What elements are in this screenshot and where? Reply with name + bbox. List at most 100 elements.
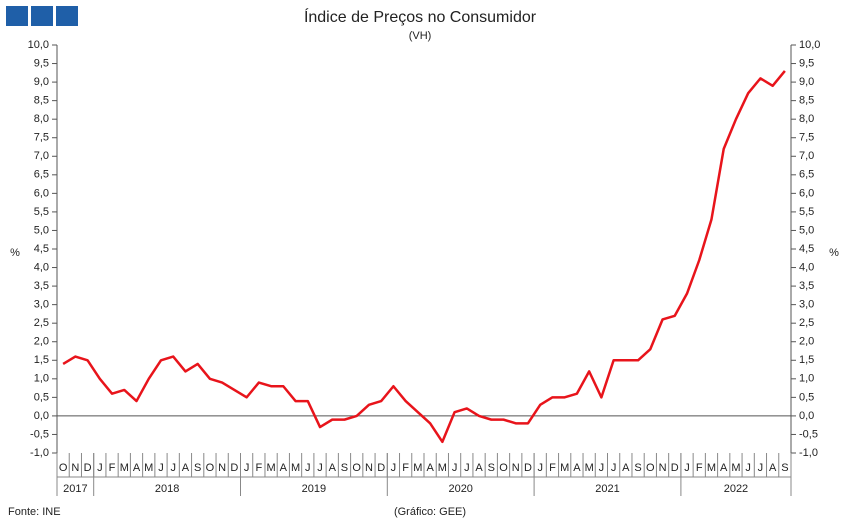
year-label: 2021 bbox=[595, 483, 619, 495]
x-tick-label: J bbox=[170, 462, 176, 474]
x-tick-label: S bbox=[488, 462, 495, 474]
x-tick-label: D bbox=[524, 462, 532, 474]
y-tick-label: 7,5 bbox=[34, 132, 49, 144]
x-tick-label: A bbox=[426, 462, 434, 474]
y-tick-label: 3,5 bbox=[34, 280, 49, 292]
y2-tick-label: -0,5 bbox=[799, 428, 818, 440]
y2-axis-label: % bbox=[829, 247, 839, 259]
x-tick-label: F bbox=[109, 462, 116, 474]
x-tick-label: J bbox=[391, 462, 397, 474]
x-tick-label: J bbox=[317, 462, 323, 474]
y-tick-label: -1,0 bbox=[30, 447, 49, 459]
x-tick-label: M bbox=[560, 462, 569, 474]
x-tick-label: O bbox=[59, 462, 68, 474]
x-tick-label: F bbox=[549, 462, 556, 474]
y2-tick-label: 6,5 bbox=[799, 169, 814, 181]
x-tick-label: J bbox=[452, 462, 458, 474]
y2-tick-label: 7,0 bbox=[799, 150, 814, 162]
x-tick-label: F bbox=[696, 462, 703, 474]
x-tick-label: J bbox=[684, 462, 690, 474]
x-tick-label: M bbox=[120, 462, 129, 474]
x-tick-label: A bbox=[573, 462, 581, 474]
y-tick-label: 8,0 bbox=[34, 113, 49, 125]
y-tick-label: 1,0 bbox=[34, 373, 49, 385]
y2-tick-label: 6,0 bbox=[799, 187, 814, 199]
x-tick-label: O bbox=[646, 462, 655, 474]
chart-title: Índice de Preços no Consumidor bbox=[304, 7, 537, 26]
y-tick-label: -0,5 bbox=[30, 428, 49, 440]
x-tick-label: N bbox=[512, 462, 520, 474]
y2-tick-label: 7,5 bbox=[799, 132, 814, 144]
x-tick-label: F bbox=[402, 462, 409, 474]
y2-tick-label: 0,0 bbox=[799, 410, 814, 422]
x-tick-label: M bbox=[585, 462, 594, 474]
x-tick-label: O bbox=[206, 462, 215, 474]
y-tick-label: 2,0 bbox=[34, 336, 49, 348]
year-label: 2019 bbox=[302, 483, 326, 495]
logo-square bbox=[6, 6, 28, 26]
year-label: 2020 bbox=[448, 483, 472, 495]
year-label: 2018 bbox=[155, 483, 179, 495]
x-tick-label: N bbox=[71, 462, 79, 474]
x-tick-label: A bbox=[182, 462, 190, 474]
series-line bbox=[62, 70, 786, 444]
y-tick-label: 0,5 bbox=[34, 391, 49, 403]
y-tick-label: 4,0 bbox=[34, 261, 49, 273]
x-tick-label: S bbox=[194, 462, 201, 474]
x-tick-label: F bbox=[255, 462, 262, 474]
x-tick-label: O bbox=[499, 462, 508, 474]
y-tick-label: 4,5 bbox=[34, 243, 49, 255]
x-tick-label: D bbox=[671, 462, 679, 474]
x-tick-label: J bbox=[97, 462, 103, 474]
x-tick-label: M bbox=[291, 462, 300, 474]
year-label: 2017 bbox=[63, 483, 87, 495]
x-tick-label: S bbox=[634, 462, 641, 474]
x-tick-label: J bbox=[244, 462, 250, 474]
y2-tick-label: 8,0 bbox=[799, 113, 814, 125]
x-tick-label: J bbox=[305, 462, 311, 474]
y2-tick-label: 9,5 bbox=[799, 57, 814, 69]
y2-tick-label: 2,0 bbox=[799, 336, 814, 348]
y-tick-label: 9,5 bbox=[34, 57, 49, 69]
y-axis-label: % bbox=[10, 247, 20, 259]
y-tick-label: 1,5 bbox=[34, 354, 49, 366]
logo-square bbox=[56, 6, 78, 26]
y-tick-label: 6,0 bbox=[34, 187, 49, 199]
y2-tick-label: 0,5 bbox=[799, 391, 814, 403]
x-tick-label: J bbox=[758, 462, 764, 474]
y2-tick-label: 8,5 bbox=[799, 95, 814, 107]
x-tick-label: A bbox=[720, 462, 728, 474]
logo-square bbox=[31, 6, 53, 26]
x-tick-label: A bbox=[280, 462, 288, 474]
y2-tick-label: 10,0 bbox=[799, 39, 820, 51]
chart-subtitle: (VH) bbox=[409, 30, 432, 42]
y-tick-label: 5,0 bbox=[34, 224, 49, 236]
year-label: 2022 bbox=[724, 483, 748, 495]
y-tick-label: 5,5 bbox=[34, 206, 49, 218]
x-tick-label: M bbox=[266, 462, 275, 474]
x-tick-label: M bbox=[144, 462, 153, 474]
y2-tick-label: -1,0 bbox=[799, 447, 818, 459]
x-tick-label: M bbox=[731, 462, 740, 474]
y2-tick-label: 4,5 bbox=[799, 243, 814, 255]
x-tick-label: J bbox=[599, 462, 605, 474]
y2-tick-label: 9,0 bbox=[799, 76, 814, 88]
credit: (Gráfico: GEE) bbox=[394, 506, 466, 518]
y-tick-label: 2,5 bbox=[34, 317, 49, 329]
y2-tick-label: 5,5 bbox=[799, 206, 814, 218]
y2-tick-label: 1,5 bbox=[799, 354, 814, 366]
x-tick-label: A bbox=[475, 462, 483, 474]
y-tick-label: 7,0 bbox=[34, 150, 49, 162]
x-tick-label: M bbox=[707, 462, 716, 474]
x-tick-label: J bbox=[158, 462, 164, 474]
y2-tick-label: 3,0 bbox=[799, 299, 814, 311]
y-tick-label: 6,5 bbox=[34, 169, 49, 181]
y2-tick-label: 5,0 bbox=[799, 224, 814, 236]
x-tick-label: J bbox=[745, 462, 751, 474]
x-tick-label: A bbox=[133, 462, 141, 474]
x-tick-label: J bbox=[611, 462, 617, 474]
source: Fonte: INE bbox=[8, 506, 61, 518]
y2-tick-label: 1,0 bbox=[799, 373, 814, 385]
y2-tick-label: 4,0 bbox=[799, 261, 814, 273]
